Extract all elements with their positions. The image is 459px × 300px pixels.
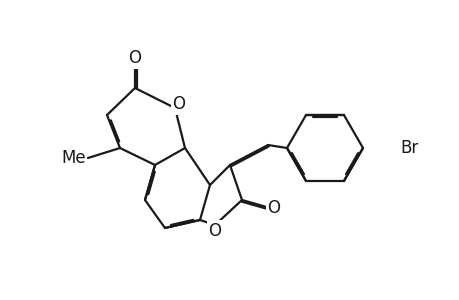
Text: Br: Br xyxy=(399,139,417,157)
Text: O: O xyxy=(172,95,185,113)
Text: O: O xyxy=(267,199,280,217)
Text: O: O xyxy=(128,49,141,67)
Text: O: O xyxy=(128,49,141,67)
Text: O: O xyxy=(208,222,221,240)
Text: O: O xyxy=(172,95,185,113)
Text: O: O xyxy=(267,199,280,217)
Text: Me: Me xyxy=(61,149,86,167)
Text: O: O xyxy=(208,222,221,240)
